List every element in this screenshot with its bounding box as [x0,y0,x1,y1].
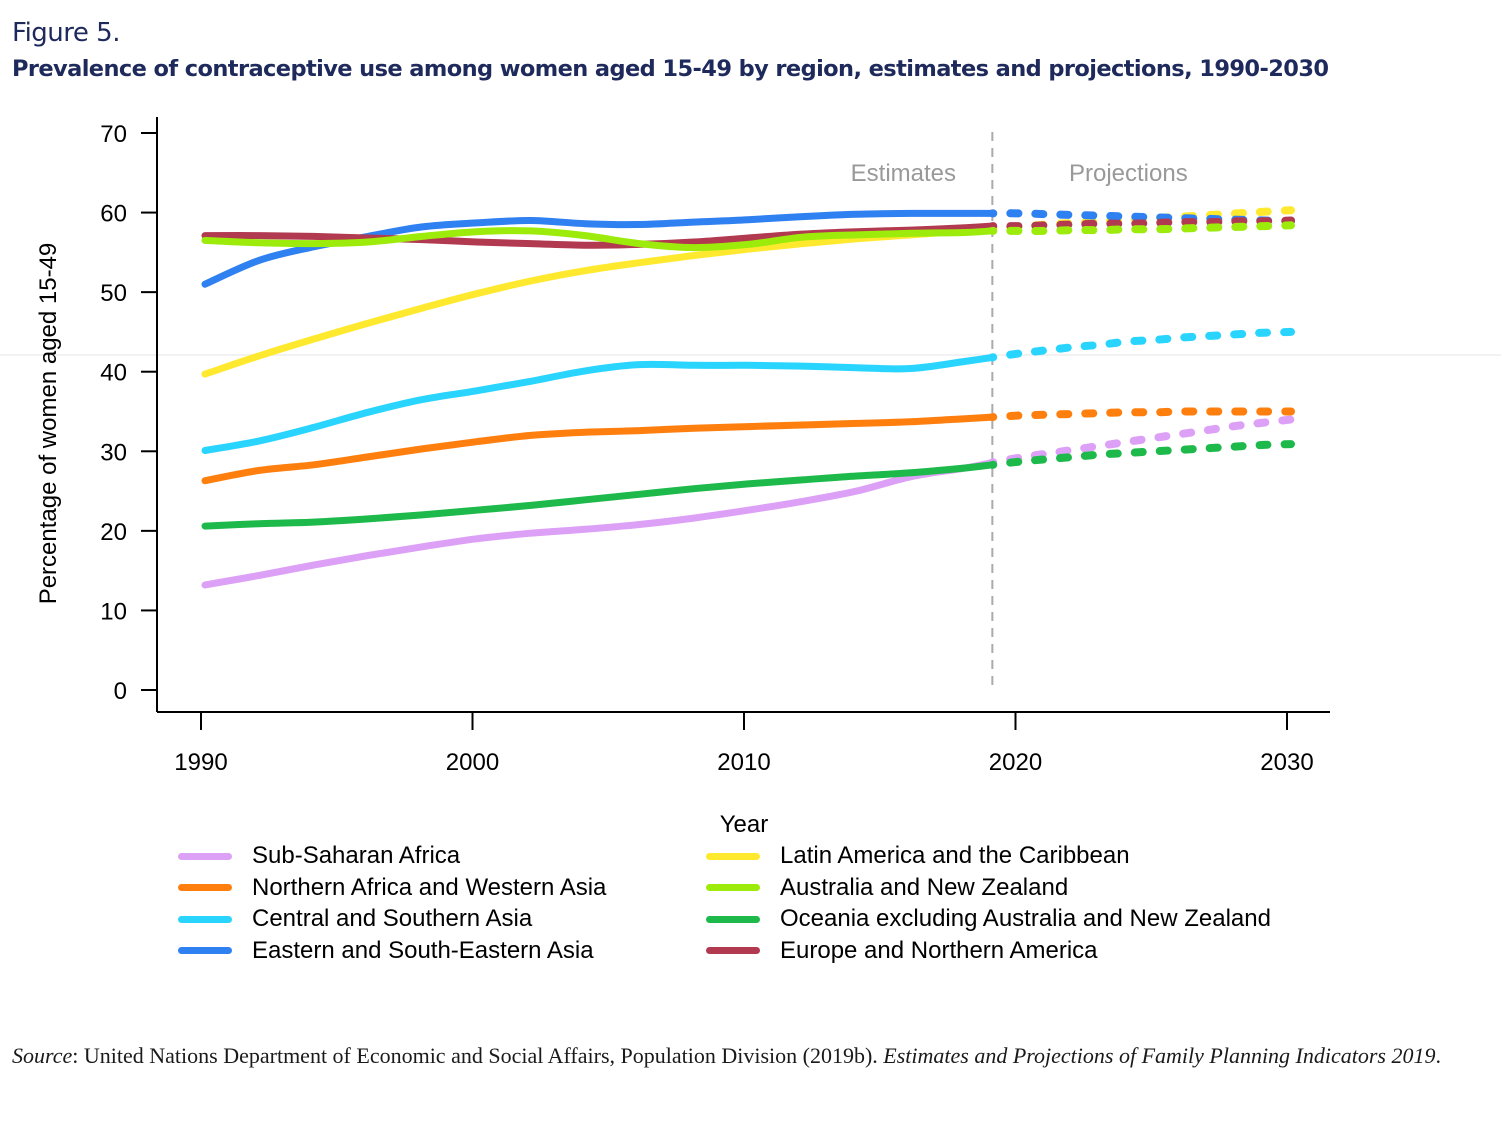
legend-item: Europe and Northern America [706,935,1098,967]
legend-label: Central and Southern Asia [252,905,533,932]
legend-swatch [706,884,760,891]
legend-item: Eastern and South-Eastern Asia [178,935,594,967]
estimate-line [201,209,996,288]
projection-line [988,440,1295,469]
legend-swatch [706,852,760,860]
source-publication: Estimates and Projections of Family Plan… [883,1043,1436,1068]
y-axis-title: Percentage of women aged 15-49 [35,243,62,605]
projection-line [988,407,1295,422]
projection-line [988,221,1295,235]
series-sub-saharan-africa [201,415,1295,589]
estimates-label: Estimates [851,160,956,187]
y-tick-label: 30 [100,439,127,466]
legend-label: Sub-Saharan Africa [252,842,461,869]
legend-swatch [178,884,232,891]
x-tick-label: 2030 [1260,749,1313,776]
source-prefix: Source [12,1043,73,1068]
page-fold-line [0,354,1501,356]
legend-item: Latin America and the Caribbean [706,840,1130,872]
legend-item: Oceania excluding Australia and New Zeal… [706,903,1271,935]
projection-line [988,415,1295,467]
estimate-line [201,225,996,378]
estimate-line [201,461,996,530]
y-tick-label: 60 [100,201,127,228]
series-layer [201,206,1295,589]
y-tick-label: 0 [114,678,127,705]
y-tick-label: 20 [100,519,127,546]
estimate-line [201,227,996,252]
legend-label: Oceania excluding Australia and New Zeal… [780,905,1271,932]
y-tick-label: 70 [100,121,127,148]
source-note: Source: United Nations Department of Eco… [12,1040,1492,1072]
figure-title: Prevalence of contraceptive use among wo… [12,56,1329,82]
x-tick-label: 1990 [174,749,227,776]
legend-item: Northern Africa and Western Asia [178,872,606,904]
legend-swatch [706,947,760,954]
y-tick-label: 50 [100,280,127,307]
x-tick-label: 2020 [989,749,1042,776]
legend-label: Europe and Northern America [780,936,1098,964]
y-tick-label: 10 [100,598,127,625]
source-body: : United Nations Department of Economic … [72,1043,884,1068]
legend-swatch [178,947,232,954]
legend-swatch [706,915,760,923]
series-australia-and-new-zealand [201,221,1295,252]
x-tick-label: 2010 [717,749,770,776]
legend-item: Central and Southern Asia [178,903,532,935]
legend-label: Eastern and South-Eastern Asia [252,936,594,964]
legend-swatch [178,852,232,860]
y-ticks: 0 10 20 30 40 50 60 70 [100,121,157,705]
projection-line [988,327,1295,362]
legend-label: Latin America and the Caribbean [780,842,1130,869]
estimate-line [201,413,996,485]
legend-label: Northern Africa and Western Asia [252,873,607,901]
y-tick-label: 40 [100,360,127,387]
legend-swatch [178,915,232,923]
series-oceania-excluding-australia-and-new-zealand [201,440,1295,530]
legend-label: Australia and New Zealand [780,873,1069,901]
series-northern-africa-and-western-asia [201,407,1295,485]
series-central-and-southern-asia [201,327,1295,454]
figure-label: Figure 5. [12,18,120,48]
estimate-line [201,458,996,589]
projections-label: Projections [1069,160,1188,187]
source-suffix: . [1435,1043,1442,1068]
estimate-line [201,353,996,454]
legend-item: Australia and New Zealand [706,872,1068,904]
x-ticks: 1990 2000 2010 2020 2030 [174,712,1314,776]
legend-item: Sub-Saharan Africa [178,840,460,872]
x-tick-label: 2000 [446,749,499,776]
x-axis-title: Year [720,811,769,838]
projection-line [988,216,1295,231]
